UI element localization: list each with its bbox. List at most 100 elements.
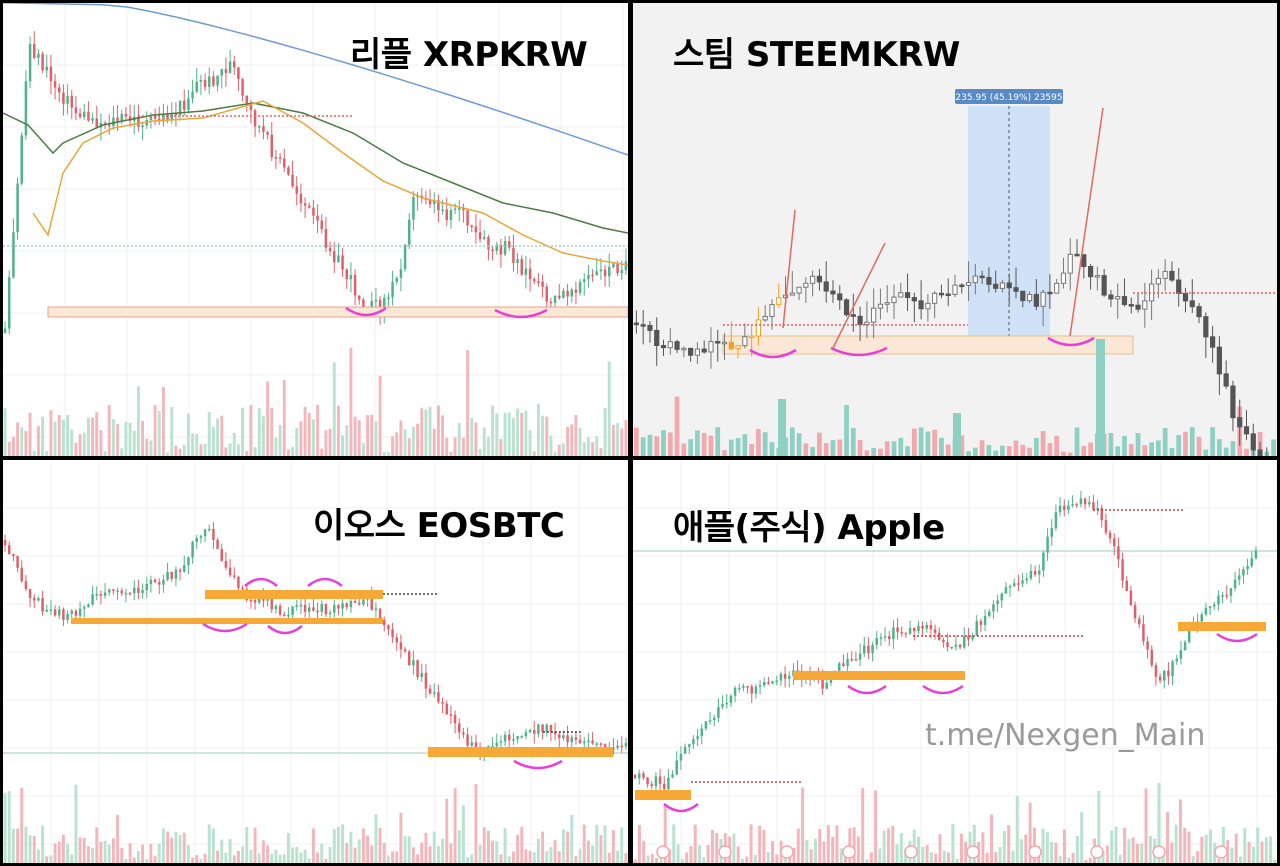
volume-bar [203,853,207,863]
volume-bar [45,451,49,456]
candle-body [1042,552,1045,571]
volume-bar [1183,828,1187,863]
volume-bar [178,835,182,863]
candle-body [558,734,561,739]
volume-bar [82,837,86,863]
candle-body [1081,254,1087,268]
volume-bar [1062,829,1066,863]
candle-body [49,609,53,611]
volume-bar [328,428,332,456]
volume-bar [499,854,503,863]
volume-bar [749,443,755,456]
volume-bar [474,784,478,863]
candle-body [208,528,211,531]
volume-bar [307,412,311,456]
candle-body [333,251,336,263]
candle-body [208,76,211,87]
volume-bar [57,841,61,863]
candle-body [599,269,603,272]
volume-bar [53,843,57,863]
volume-bar [174,445,178,456]
candle-body [308,607,311,612]
volume-bar [817,432,822,456]
volume-bar [637,825,641,863]
candle-body [1196,306,1202,318]
volume-bar [732,833,736,863]
candle-body [112,117,115,127]
volume-bar [1260,841,1264,863]
candle-body [162,579,165,585]
volume-bar [844,854,848,863]
volume-bar [1114,826,1118,863]
steemkrw-chart: 235.95 (45.19%) 23595 [633,89,1277,456]
volume-bar [663,805,667,863]
volume-bar [869,852,873,863]
volume-bar [45,856,49,863]
volume-bar [818,829,822,863]
panel-title: 이오스 EOSBTC [313,506,565,546]
volume-bar [153,855,157,863]
candle-body [183,565,186,572]
volume-bar [466,857,470,863]
volume-bar [49,855,53,863]
projection-arrow [832,242,886,349]
candle-body [904,292,911,299]
candle-body [220,549,223,562]
volume-bar [261,840,265,863]
candle-body [1006,282,1012,289]
volume-bar [1178,799,1182,863]
volume-bar [1054,842,1058,863]
volume-bar [236,850,240,863]
candle-body [1203,316,1209,338]
volume-bar [257,853,261,863]
volume-bar [211,828,215,863]
candle-body [681,347,687,351]
candle-body [700,728,703,737]
volume-bar [1191,856,1195,863]
volume-bar [1071,852,1075,863]
candle-body [758,685,762,687]
candle-body [253,599,257,603]
candle-body [391,281,394,298]
candle-body [965,282,972,286]
volume-bar [32,835,36,863]
volume-bar [453,437,457,456]
volume-bar [891,441,897,456]
candle-body [715,341,721,344]
volume-bar [715,832,719,863]
candle-body [1243,426,1250,435]
candle-body [946,642,949,647]
earnings-marker [1214,845,1228,859]
candle-body [1013,287,1019,292]
candle-body [449,714,453,716]
candle-body [1128,304,1134,307]
volume-bar [1067,452,1073,456]
candle-body [900,631,903,634]
candle-body [646,777,649,785]
candle-body [45,66,48,71]
candle-body [1033,570,1037,575]
candle-body [253,110,257,127]
candle-body [708,341,714,353]
volume-bar [457,830,461,863]
volume-bar [91,417,95,456]
volume-bar [1084,859,1088,863]
volume-bar [1115,446,1121,456]
volume-bar [349,831,353,863]
candle-body [1038,570,1041,575]
candle-body [299,193,303,204]
volume-bar [595,436,599,456]
candle-body [1230,385,1236,419]
candle-body [713,717,716,721]
volume-bar [994,852,998,863]
candle-body [28,589,32,598]
volume-bar [111,838,115,863]
candle-body [408,219,411,245]
volume-bar [370,845,374,863]
candle-body [237,67,240,80]
candle-body [846,658,849,666]
volume-bar [432,831,436,863]
candle-body [667,341,673,349]
candle-body [170,571,173,579]
volume-bar [1122,435,1127,456]
